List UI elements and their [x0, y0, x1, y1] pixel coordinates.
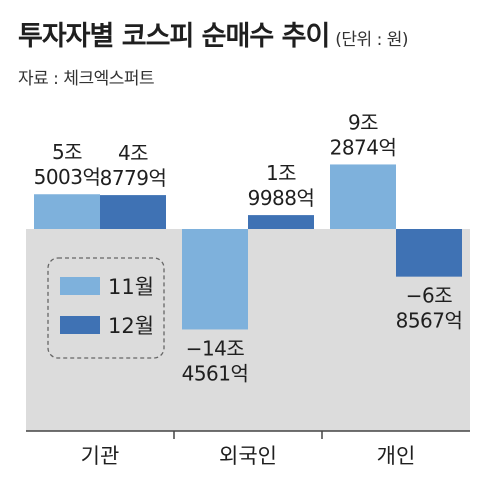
- chart-source: 자료 : 체크엑스퍼트: [18, 69, 155, 89]
- bar-nov-0: [34, 194, 100, 229]
- data-label: 8567억: [396, 309, 463, 333]
- data-label: 9조: [348, 110, 378, 134]
- data-label: −6조: [406, 284, 452, 308]
- chart-title: 투자자별 코스피 순매수 추이: [18, 21, 330, 52]
- bar-dec-0: [100, 195, 166, 229]
- data-label: −14조: [186, 336, 245, 360]
- legend-label: 12월: [108, 314, 154, 338]
- data-label: 9988억: [248, 186, 315, 210]
- data-label: 1조: [266, 161, 296, 185]
- data-label: 5조: [52, 140, 82, 164]
- bar-dec-2: [396, 229, 462, 277]
- data-label: 5003억: [34, 165, 101, 189]
- legend-label: 11월: [108, 275, 154, 299]
- category-label: 개인: [377, 444, 416, 468]
- category-label: 외국인: [219, 444, 277, 468]
- chart-unit: (단위 : 원): [335, 30, 409, 50]
- bar-nov-1: [182, 229, 248, 330]
- data-label: 2874억: [330, 135, 397, 159]
- bar-nov-2: [330, 164, 396, 229]
- data-label: 4조: [118, 141, 148, 165]
- legend-box: [47, 257, 165, 359]
- bar-dec-1: [248, 215, 314, 229]
- title-row: 투자자별 코스피 순매수 추이 (단위 : 원): [18, 14, 409, 53]
- legend-swatch: [60, 316, 100, 334]
- data-label: 8779억: [100, 166, 167, 190]
- data-label: 4561억: [182, 361, 249, 385]
- legend-swatch: [60, 277, 100, 295]
- category-label: 기관: [81, 444, 120, 468]
